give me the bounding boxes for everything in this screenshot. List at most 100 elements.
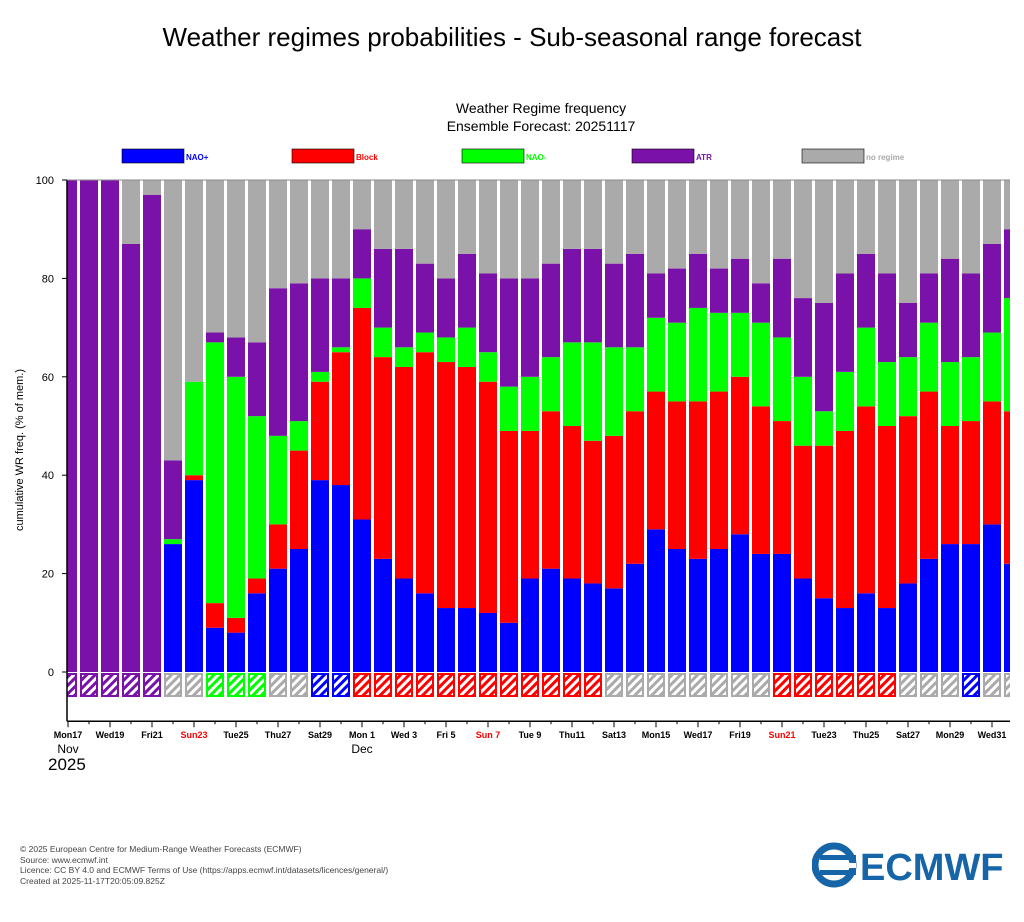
- bar-atr-2025-12-20: [752, 283, 770, 323]
- dominant-regime-box-2025-11-17: [67, 673, 77, 697]
- bar-atr-2025-12-28: [920, 273, 938, 323]
- dominant-regime-box-2025-11-23: [185, 673, 203, 697]
- bar-nao--2025-12-18: [710, 312, 728, 392]
- bar-block-2026-01-01: [1004, 411, 1010, 564]
- dominant-regime-box-2026-01-01: [1004, 673, 1010, 697]
- y-tick-label: 0: [48, 667, 54, 679]
- bar-nao--2025-12-01: [353, 519, 371, 672]
- bar-nao--2025-12-07: [479, 612, 497, 672]
- bar-nao--2025-12-24: [836, 371, 854, 431]
- bar-no-regime-2025-12-23: [815, 180, 833, 303]
- x-tick-label: Fri 5: [436, 730, 455, 740]
- legend-swatch: [121, 148, 185, 164]
- dominant-regime-box-2025-11-27: [269, 673, 287, 697]
- bar-atr-2025-11-30: [332, 278, 350, 348]
- bar-atr-2025-12-17: [689, 253, 707, 308]
- bar-block-2025-12-12: [584, 440, 602, 584]
- bar-atr-2025-12-09: [521, 278, 539, 377]
- svg-text:ECMWF: ECMWF: [860, 847, 1004, 888]
- bar-nao--2025-12-05: [437, 608, 455, 672]
- footer-source: Source: www.ecmwf.int: [20, 854, 108, 865]
- bar-nao--2025-12-10: [542, 357, 560, 412]
- bar-atr-2025-12-23: [815, 303, 833, 412]
- bar-no-regime-2025-12-15: [647, 180, 665, 274]
- dominant-regime-box-2025-12-24: [836, 673, 854, 697]
- bar-no-regime-2025-11-20: [122, 180, 140, 244]
- x-tick-label: Mon17: [54, 730, 83, 740]
- bar-atr-2025-12-01: [353, 229, 371, 279]
- bar-no-regime-2025-12-08: [500, 180, 518, 279]
- footer-licence: Licence: CC BY 4.0 and ECMWF Terms of Us…: [20, 865, 389, 875]
- bar-no-regime-2025-12-12: [584, 180, 602, 249]
- bar-nao--2025-12-11: [563, 342, 581, 426]
- bar-no-regime-2025-12-06: [458, 180, 476, 254]
- bar-nao--2025-11-25: [227, 632, 245, 672]
- x-tick-label: Wed 3: [391, 730, 417, 740]
- bar-block-2025-12-25: [857, 406, 875, 594]
- legend-label: NAO+: [186, 153, 209, 162]
- dominant-regime-box-2025-11-26: [248, 673, 266, 697]
- x-tick-label: Mon 1: [349, 730, 375, 740]
- x-tick-label: Fri19: [729, 730, 751, 740]
- bar-nao--2025-12-09: [521, 578, 539, 672]
- bar-atr-2025-12-04: [416, 263, 434, 333]
- bar-atr-2025-12-27: [899, 303, 917, 358]
- bar-nao--2025-12-16: [668, 549, 686, 672]
- bar-block-2025-12-21: [773, 421, 791, 554]
- bar-block-2025-12-14: [626, 411, 644, 564]
- dominant-regime-box-2025-12-30: [962, 673, 980, 697]
- bar-nao--2025-12-04: [416, 593, 434, 672]
- x-tick-label: Tue23: [811, 730, 836, 740]
- dominant-regime-box-2025-12-14: [626, 673, 644, 697]
- dominant-regime-box-2025-12-09: [521, 673, 539, 697]
- ecmwf-logo: ECMWF: [812, 842, 1004, 888]
- bar-block-2025-12-05: [437, 362, 455, 609]
- legend-item-no-regime: no regime: [801, 148, 905, 164]
- bar-no-regime-2025-12-01: [353, 180, 371, 230]
- bar-atr-2025-11-18: [80, 180, 98, 672]
- bar-no-regime-2025-12-31: [983, 180, 1001, 244]
- bar-no-regime-2026-01-01: [1004, 180, 1010, 230]
- x-tick-label: Sun 7: [476, 730, 501, 740]
- bar-atr-2025-12-25: [857, 253, 875, 328]
- x-tick-label: Wed19: [96, 730, 125, 740]
- bar-atr-2025-12-18: [710, 268, 728, 313]
- bar-block-2025-12-20: [752, 406, 770, 554]
- bar-nao--2025-12-15: [647, 317, 665, 392]
- bar-nao--2025-12-23: [815, 598, 833, 672]
- bar-atr-2025-12-26: [878, 273, 896, 363]
- dominant-regime-box-2025-12-05: [437, 673, 455, 697]
- bar-block-2025-11-27: [269, 524, 287, 569]
- bar-no-regime-2025-12-13: [605, 180, 623, 264]
- bar-nao--2025-12-29: [941, 544, 959, 672]
- x-tick-label: Sat27: [896, 730, 920, 740]
- bar-no-regime-2025-11-23: [185, 180, 203, 382]
- dominant-regime-box-2025-12-27: [899, 673, 917, 697]
- x-tick-label: Mon29: [936, 730, 965, 740]
- bar-nao--2025-12-02: [374, 558, 392, 672]
- x-tick-label: Thu27: [265, 730, 292, 740]
- bar-block-2025-12-26: [878, 426, 896, 609]
- bar-nao--2025-12-24: [836, 608, 854, 672]
- bar-no-regime-2025-12-17: [689, 180, 707, 254]
- bar-nao--2025-12-08: [500, 386, 518, 431]
- bar-nao--2025-12-21: [773, 553, 791, 672]
- dominant-regime-box-2025-12-12: [584, 673, 602, 697]
- bar-nao--2025-12-14: [626, 347, 644, 412]
- bar-no-regime-2025-12-02: [374, 180, 392, 249]
- x-tick-label: Tue25: [223, 730, 248, 740]
- dominant-regime-box-2025-12-08: [500, 673, 518, 697]
- bar-block-2025-11-28: [290, 450, 308, 549]
- bar-nao--2025-12-07: [479, 352, 497, 382]
- bar-atr-2025-12-07: [479, 273, 497, 353]
- bar-nao--2025-12-06: [458, 608, 476, 672]
- bar-atr-2025-11-28: [290, 283, 308, 422]
- bar-no-regime-2025-12-22: [794, 180, 812, 299]
- bar-block-2025-12-09: [521, 430, 539, 579]
- bar-nao--2025-12-19: [731, 312, 749, 377]
- dominant-regime-box-2025-12-25: [857, 673, 875, 697]
- bar-nao--2025-12-27: [899, 583, 917, 672]
- bar-nao--2025-12-30: [962, 544, 980, 672]
- bar-block-2025-12-08: [500, 430, 518, 623]
- bar-atr-2025-11-26: [248, 342, 266, 417]
